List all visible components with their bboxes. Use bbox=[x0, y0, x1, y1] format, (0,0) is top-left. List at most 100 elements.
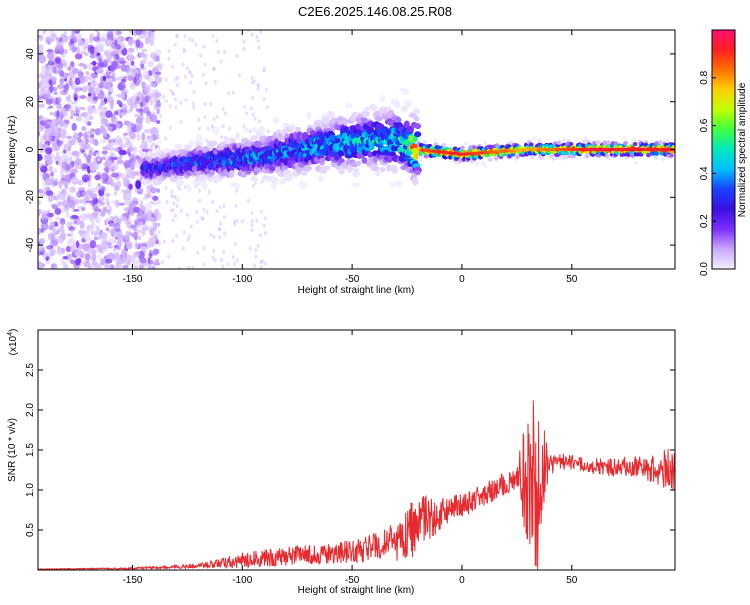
spectrogram-noise-cell bbox=[175, 204, 179, 209]
spectrogram-noise-cell bbox=[81, 174, 90, 183]
snr-x-tick-label: -150 bbox=[122, 575, 142, 586]
spectrogram-signal-cell bbox=[185, 145, 192, 151]
spectrogram-noise-cell bbox=[149, 38, 155, 46]
spectrogram-noise-cell bbox=[172, 91, 176, 96]
spectrogram-noise-cell bbox=[223, 49, 226, 54]
spectrogram-noise-cell bbox=[51, 204, 59, 210]
spectrogram-noise-cell bbox=[104, 123, 109, 127]
spectrogram-noise-cell bbox=[212, 249, 216, 253]
spectrogram-signal-cell bbox=[371, 165, 380, 172]
spectrogram-noise-cell bbox=[107, 245, 113, 249]
spectrogram-noise-cell bbox=[83, 152, 87, 158]
spectrogram-noise-cell bbox=[103, 167, 110, 172]
spectrogram-noise-cell bbox=[101, 179, 108, 184]
spectrogram-noise-cell bbox=[76, 45, 81, 55]
spectrogram-noise-cell bbox=[174, 105, 178, 110]
spectrogram-noise-cell bbox=[68, 186, 77, 194]
spectrogram-noise-cell bbox=[61, 178, 67, 181]
spectrogram-signal-cell bbox=[487, 157, 493, 162]
colorbar-gradient bbox=[711, 29, 736, 270]
spectrogram-noise-cell bbox=[170, 193, 173, 198]
spectrogram-noise-cell bbox=[188, 70, 192, 75]
spectrogram-signal-cell bbox=[394, 101, 400, 108]
spectrogram-core-cell bbox=[609, 147, 615, 152]
spectrogram-noise-cell bbox=[38, 238, 45, 245]
spectrogram-noise-cell bbox=[153, 96, 158, 105]
spectrogram-noise-cell bbox=[47, 59, 55, 66]
spectrogram-noise-cell bbox=[132, 171, 140, 176]
snr-multiplier-close: ) bbox=[8, 329, 19, 332]
spectrogram-noise-cell bbox=[95, 68, 104, 74]
spectrogram-noise-cell bbox=[156, 100, 161, 108]
spectrogram-noise-cell bbox=[202, 246, 206, 251]
spectrogram-noise-cell bbox=[191, 38, 195, 43]
spectrogram-noise-cell bbox=[89, 165, 93, 172]
spectrogram-noise-cell bbox=[209, 102, 213, 107]
spectrogram-noise-cell bbox=[89, 240, 97, 249]
spectrogram-noise-cell bbox=[87, 181, 92, 188]
spectrogram-signal-cell bbox=[423, 154, 429, 159]
spectrogram-core-cell bbox=[616, 147, 622, 152]
spectrogram-noise-cell bbox=[151, 111, 157, 116]
spectrogram-noise-cell bbox=[108, 175, 113, 184]
spectrogram-signal-cell bbox=[375, 170, 381, 177]
spectrogram-noise-cell bbox=[68, 70, 76, 80]
spectrogram-noise-cell bbox=[69, 35, 73, 40]
spectrogram-noise-cell bbox=[46, 245, 54, 250]
spectrogram-core-cell bbox=[528, 147, 534, 152]
spectrogram-noise-cell bbox=[100, 119, 105, 125]
spectrogram-noise-cell bbox=[221, 107, 225, 112]
spectrogram-noise-cell bbox=[40, 221, 49, 231]
spectrogram-noise-cell bbox=[49, 179, 56, 188]
spectrogram-signal-cell bbox=[463, 140, 469, 145]
spectrogram-noise-cell bbox=[100, 95, 104, 102]
spectrogram-noise-cell bbox=[103, 50, 109, 57]
spectrogram-signal-cell bbox=[414, 131, 422, 138]
spectrogram-noise-cell bbox=[259, 265, 263, 269]
spectrogram-y-label: Frequency (Hz) bbox=[7, 116, 18, 185]
spectrogram-noise-cell bbox=[186, 237, 190, 242]
spectrogram-core-cell bbox=[599, 147, 604, 152]
spectrogram-noise-cell bbox=[185, 66, 189, 71]
spectrogram-core-cell bbox=[613, 147, 619, 152]
spectrogram-noise-cell bbox=[129, 81, 136, 90]
spectrogram-noise-cell bbox=[77, 137, 82, 144]
spectrogram-signal-cell bbox=[401, 88, 410, 96]
spectrogram-noise-cell bbox=[57, 237, 65, 242]
spectrogram-signal-cell bbox=[306, 111, 312, 120]
spectrogram-noise-cell bbox=[156, 108, 160, 115]
spectrogram-noise-cell bbox=[138, 188, 144, 193]
spectrogram-noise-cell bbox=[139, 34, 146, 39]
spectrogram-signal-cell bbox=[606, 140, 611, 145]
spectrogram-noise-cell bbox=[52, 180, 58, 187]
spectrogram-noise-cell bbox=[93, 237, 99, 241]
spectrogram-noise-cell bbox=[147, 76, 154, 83]
spectrogram-signal-cell bbox=[528, 142, 534, 147]
spectrogram-noise-cell bbox=[52, 98, 56, 105]
spectrogram-noise-cell bbox=[69, 83, 77, 89]
spectrogram-signal-cell bbox=[584, 154, 590, 159]
spectrogram-core-cell bbox=[500, 149, 506, 153]
spectrogram-noise-cell bbox=[129, 202, 137, 209]
spectrogram-signal-cell bbox=[258, 125, 265, 134]
spectrogram-signal-cell bbox=[632, 141, 638, 147]
spectrogram-noise-cell bbox=[249, 106, 253, 111]
spectrogram-core-cell bbox=[567, 147, 573, 152]
spectrogram-noise-cell bbox=[108, 91, 112, 96]
spectrogram-noise-cell bbox=[263, 231, 267, 236]
spectrogram-signal-cell bbox=[413, 116, 420, 122]
spectrogram-noise-cell bbox=[43, 128, 52, 137]
snr-y-tick-label: 1.5 bbox=[25, 443, 36, 457]
spectrogram-noise-cell bbox=[201, 72, 205, 77]
spectrogram-noise-cell bbox=[141, 227, 146, 237]
spectrogram-noise-cell bbox=[38, 54, 46, 64]
spectrogram-noise-cell bbox=[203, 102, 207, 107]
spectrogram-noise-cell bbox=[105, 110, 113, 118]
spectrogram-noise-cell bbox=[134, 241, 139, 250]
spectrogram-noise-cell bbox=[85, 155, 92, 160]
spectrogram-noise-cell bbox=[95, 185, 103, 190]
spectrogram-signal-cell bbox=[412, 135, 418, 143]
svg-text:(x104): (x104) bbox=[7, 329, 19, 356]
spectrogram-noise-cell bbox=[149, 183, 153, 190]
